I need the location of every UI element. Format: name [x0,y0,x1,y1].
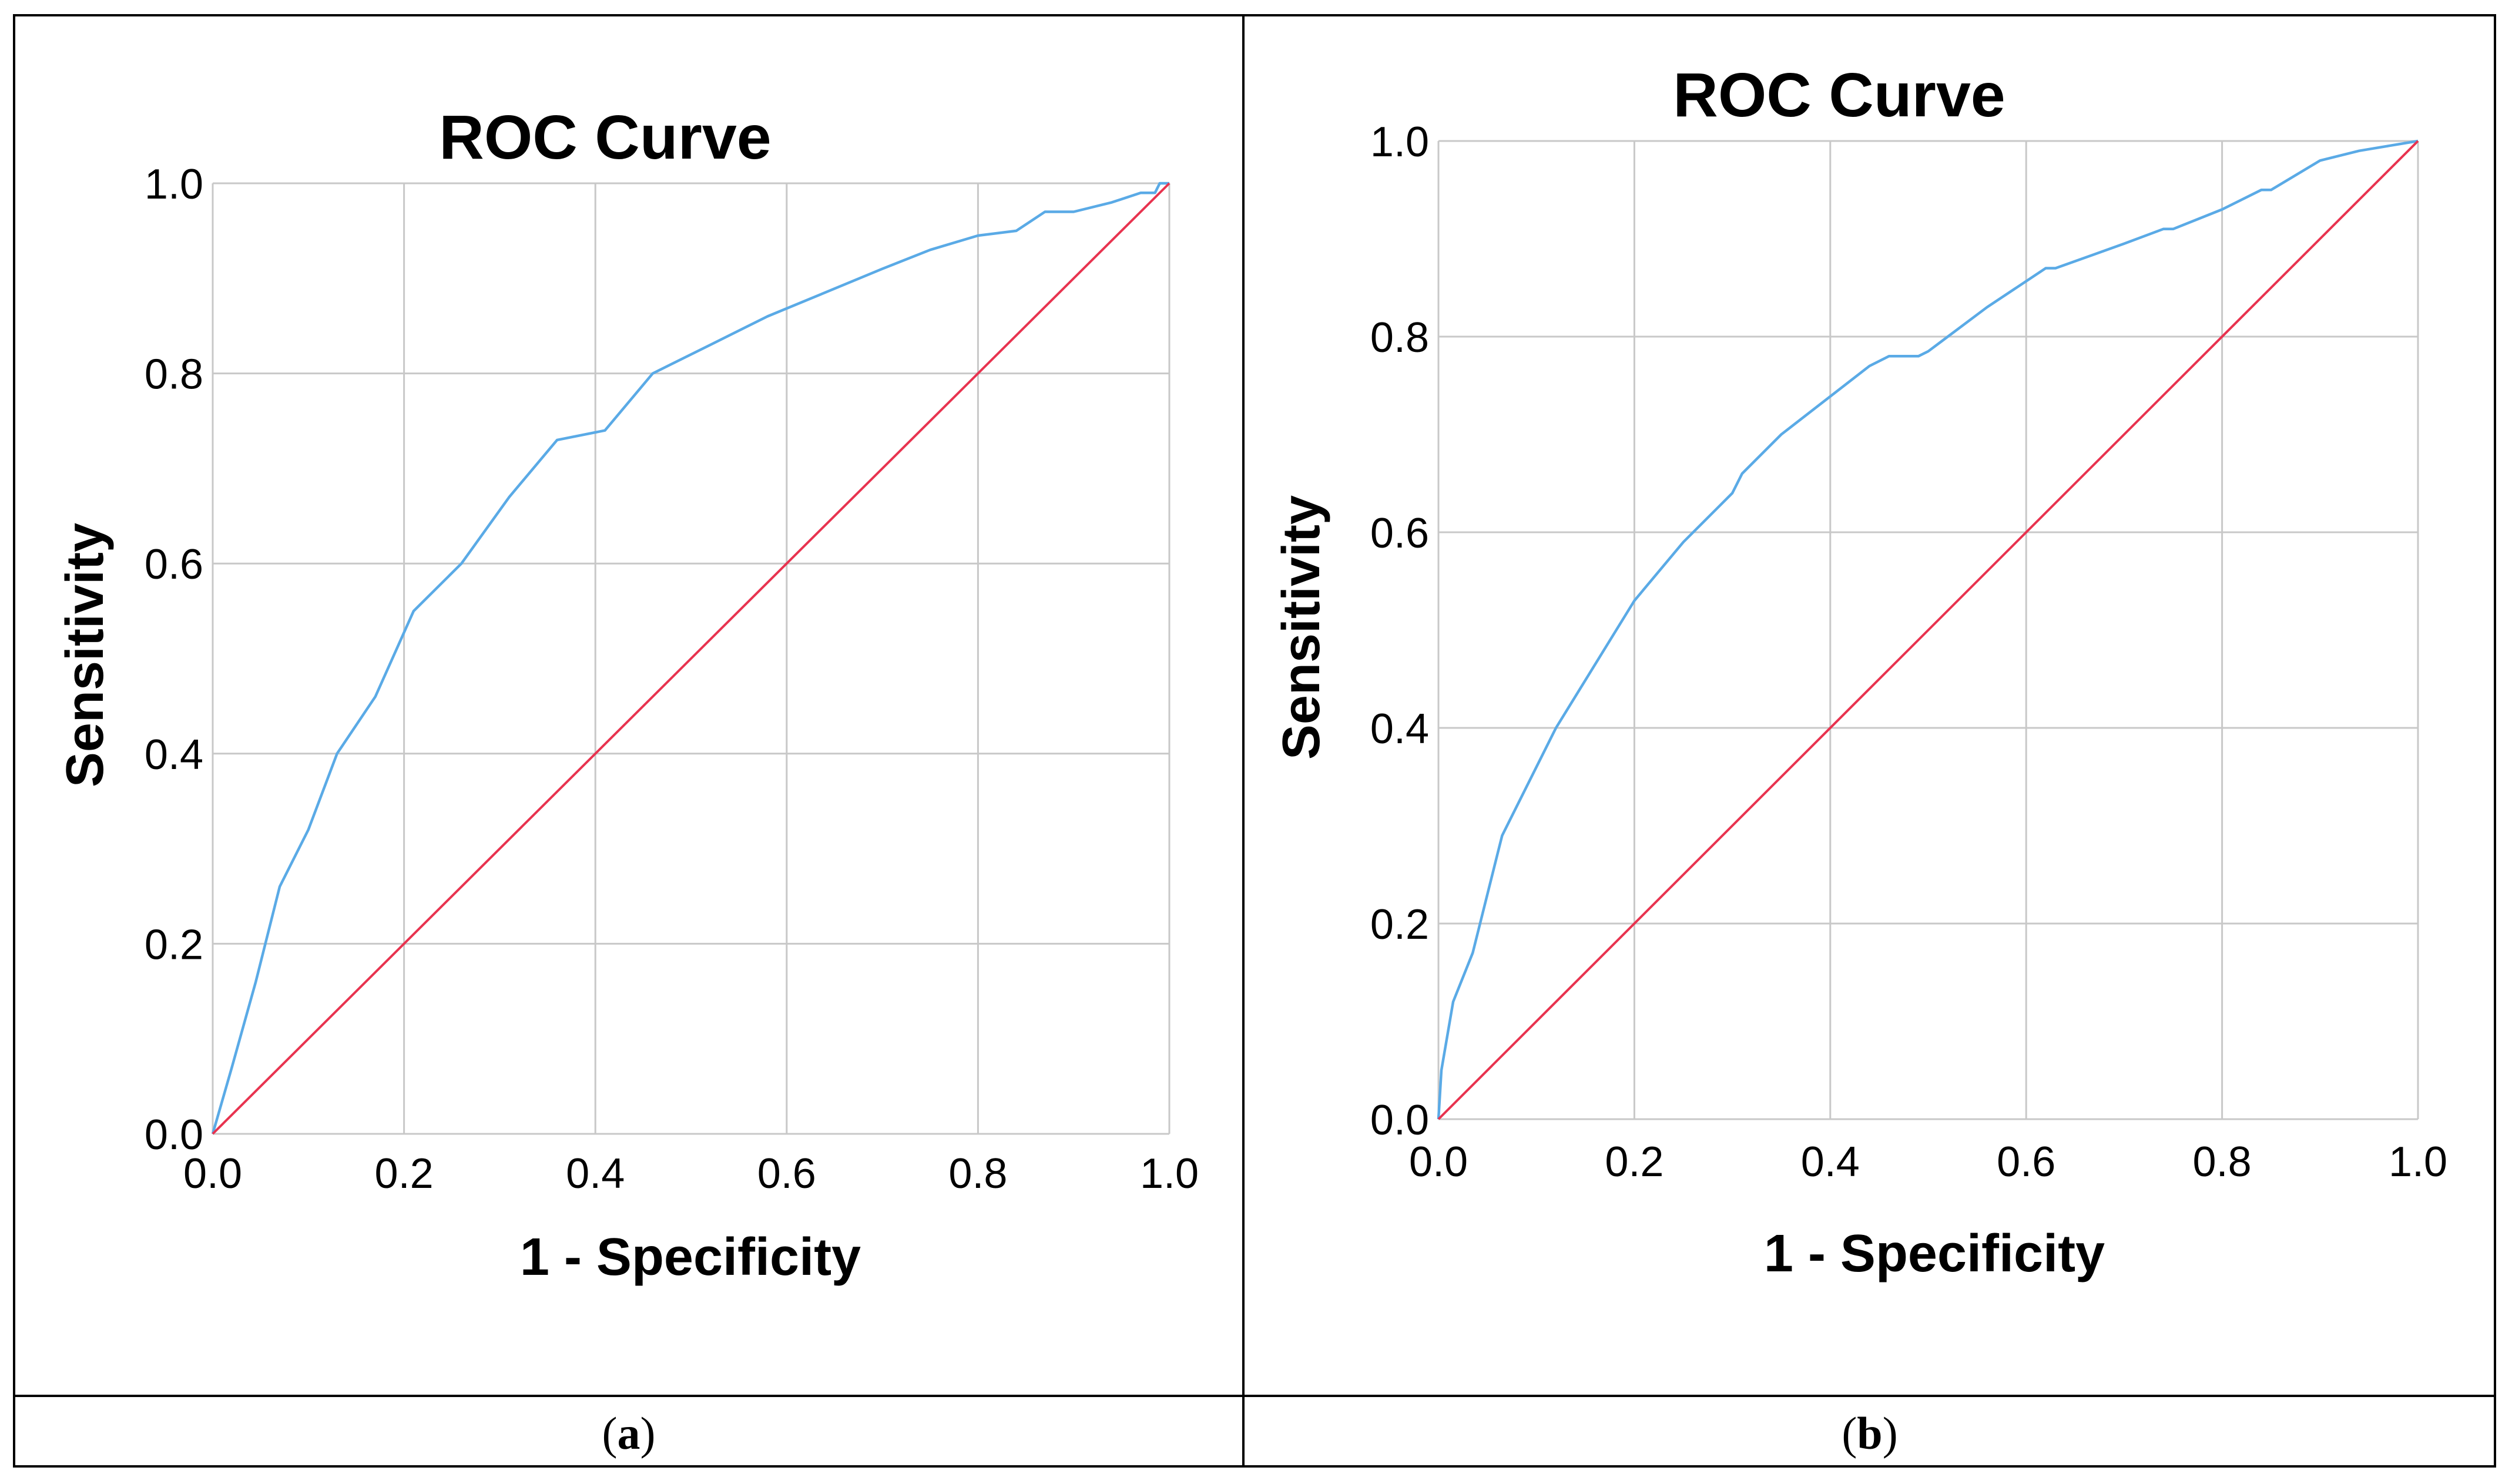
y-tick-label: 0.6 [1370,510,1429,557]
roc-curve-line [1437,139,2419,1120]
y-tick-label: 0.2 [1370,901,1429,948]
tick-labels: 0.0 0.2 0.4 0.6 0.8 1.0 0.0 0.2 0.4 0.6 0.8 1.0 [145,161,1199,1197]
series-lines [211,182,1171,1135]
chart-title: ROC Curve [439,103,771,172]
reference-line [1437,140,2419,1120]
figure-frame [13,14,2496,1468]
grid [212,182,1171,1135]
x-tick-label: 0.8 [2193,1139,2252,1186]
caption-b: (b) [1842,1408,1897,1459]
frame-outer [13,14,2496,1468]
tick-labels: 0.0 0.2 0.4 0.6 0.8 1.0 0.0 0.2 0.4 0.6 0.8 1.0 [1370,119,2447,1186]
y-axis-label: Sensitivity [1272,495,1331,760]
y-tick-label: 0.0 [145,1112,203,1159]
x-tick-label: 0.6 [757,1150,816,1197]
y-tick-label: 0.8 [145,351,203,398]
x-tick-label: 0.0 [1409,1139,1468,1186]
x-axis-label: 1 - Specificity [520,1228,861,1287]
grid [1437,140,2419,1120]
reference-line [212,182,1171,1135]
y-tick-label: 1.0 [145,161,203,208]
x-tick-label: 1.0 [2389,1139,2447,1186]
x-tick-label: 0.4 [566,1150,625,1197]
x-tick-label: 0.6 [1997,1139,2055,1186]
y-tick-label: 0.4 [145,731,203,778]
x-axis-label: 1 - Specificity [1764,1224,2105,1283]
x-tick-label: 0.8 [948,1150,1007,1197]
chart-title: ROC Curve [1673,61,2005,130]
y-tick-label: 0.4 [1370,706,1429,753]
y-axis-label: Sensitivity [56,523,115,787]
y-tick-label: 0.2 [145,921,203,968]
y-tick-label: 0.6 [145,541,203,588]
caption-a: (a) [602,1408,656,1459]
chart-panel-a: ROC Curve 0.0 0.2 0.4 0.6 0.8 1.0 0.0 0.2 0.4 0.6… [56,103,1199,1287]
y-tick-label: 0.8 [1370,314,1429,361]
x-tick-label: 1.0 [1140,1150,1199,1197]
x-tick-label: 0.2 [375,1150,434,1197]
x-tick-label: 0.0 [183,1150,242,1197]
x-tick-label: 0.4 [1801,1139,1860,1186]
y-tick-label: 0.0 [1370,1097,1429,1144]
chart-panel-b: ROC Curve 0.0 0.2 0.4 0.6 0.8 1.0 0.0 0.2 0.4 0.6… [1272,61,2447,1283]
roc-curve-line [211,182,1169,1134]
x-tick-label: 0.2 [1605,1139,1664,1186]
y-tick-label: 1.0 [1370,119,1429,166]
series-lines [1437,139,2419,1120]
